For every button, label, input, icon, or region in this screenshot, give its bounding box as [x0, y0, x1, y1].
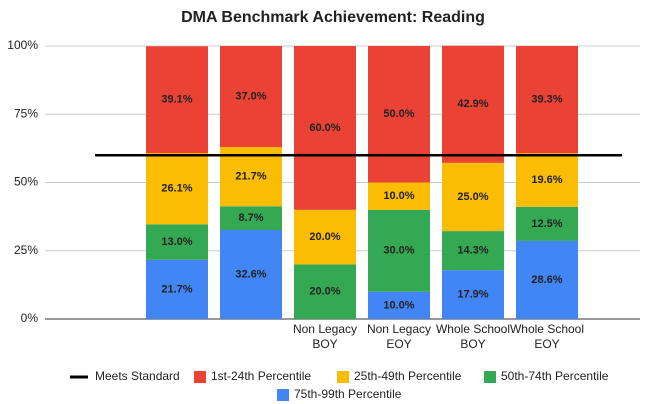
value-label: 39.3% — [531, 94, 562, 106]
y-tick-label: 0% — [21, 311, 39, 325]
value-label: 14.3% — [457, 245, 488, 257]
legend-label: 25th-49th Percentile — [354, 369, 462, 383]
bar-segment — [220, 46, 282, 148]
bar-segment — [442, 231, 504, 271]
x-tick-label: Whole School BOY — [436, 322, 510, 351]
x-tick-line: EOY — [386, 337, 411, 351]
bar-segment — [442, 45, 504, 163]
bar-segment — [368, 182, 430, 210]
legend-label: Meets Standard — [95, 369, 180, 383]
legend-swatch — [277, 389, 289, 401]
bar-segment — [146, 153, 208, 225]
bar-segment — [220, 206, 282, 231]
x-tick-line: BOY — [312, 337, 337, 351]
x-tick-line: BOY — [460, 337, 485, 351]
bar-segment — [368, 291, 430, 319]
legend-swatch — [337, 371, 349, 383]
legend-swatch — [194, 371, 206, 383]
value-label: 60.0% — [309, 122, 340, 134]
legend-swatch — [484, 371, 496, 383]
legend-label: 50th-74th Percentile — [501, 369, 609, 383]
legend-label: 75th-99th Percentile — [294, 387, 402, 401]
bar-segment — [146, 46, 208, 154]
value-label: 10.0% — [383, 299, 414, 311]
y-tick-label: 25% — [14, 243, 38, 257]
legend-label: 1st-24th Percentile — [211, 369, 311, 383]
value-label: 12.5% — [531, 218, 562, 230]
bar-segment — [516, 153, 578, 207]
bar-segment — [220, 147, 282, 207]
value-label: 21.7% — [161, 283, 192, 295]
value-label: 28.6% — [531, 274, 562, 286]
bar-segment — [368, 209, 430, 292]
bar-segment — [294, 264, 356, 319]
bar-segment — [294, 209, 356, 265]
value-label: 37.0% — [235, 90, 266, 102]
x-tick-label: Whole School EOY — [510, 322, 584, 351]
value-label: 32.6% — [235, 268, 266, 280]
value-label: 8.7% — [238, 212, 263, 224]
value-label: 25.0% — [457, 191, 488, 203]
bar-segment — [146, 259, 208, 319]
y-tick-label: 100% — [7, 38, 38, 52]
value-label: 50.0% — [383, 108, 414, 120]
bar-segment — [368, 46, 430, 183]
chart-title: DMA Benchmark Achievement: Reading — [181, 9, 485, 26]
value-label: 26.1% — [161, 183, 192, 195]
x-tick-label: Non Legacy BOY — [293, 322, 357, 351]
value-label: 30.0% — [383, 245, 414, 257]
value-label: 10.0% — [383, 190, 414, 202]
x-tick-line: Whole School — [436, 322, 510, 336]
bar-segment — [516, 206, 578, 241]
bar-segment — [294, 46, 356, 210]
bar-segment — [516, 240, 578, 319]
bar-segment — [220, 230, 282, 319]
value-label: 19.6% — [531, 174, 562, 186]
x-tick-line: Whole School — [510, 322, 584, 336]
bar-segment — [442, 270, 504, 319]
x-tick-line: Non Legacy — [293, 322, 357, 336]
y-tick-label: 75% — [14, 106, 38, 120]
value-label: 42.9% — [457, 98, 488, 110]
value-label: 20.0% — [309, 286, 340, 298]
value-label: 20.0% — [309, 231, 340, 243]
value-label: 21.7% — [235, 171, 266, 183]
y-tick-label: 50% — [14, 175, 38, 189]
value-label: 17.9% — [457, 288, 488, 300]
x-tick-label: Non Legacy EOY — [367, 322, 431, 351]
bar-segment — [516, 46, 578, 154]
bar-segment — [146, 224, 208, 260]
x-tick-line: EOY — [534, 337, 559, 351]
x-tick-line: Non Legacy — [367, 322, 431, 336]
value-label: 39.1% — [161, 94, 192, 106]
value-label: 13.0% — [161, 236, 192, 248]
bar-segment — [442, 162, 504, 232]
